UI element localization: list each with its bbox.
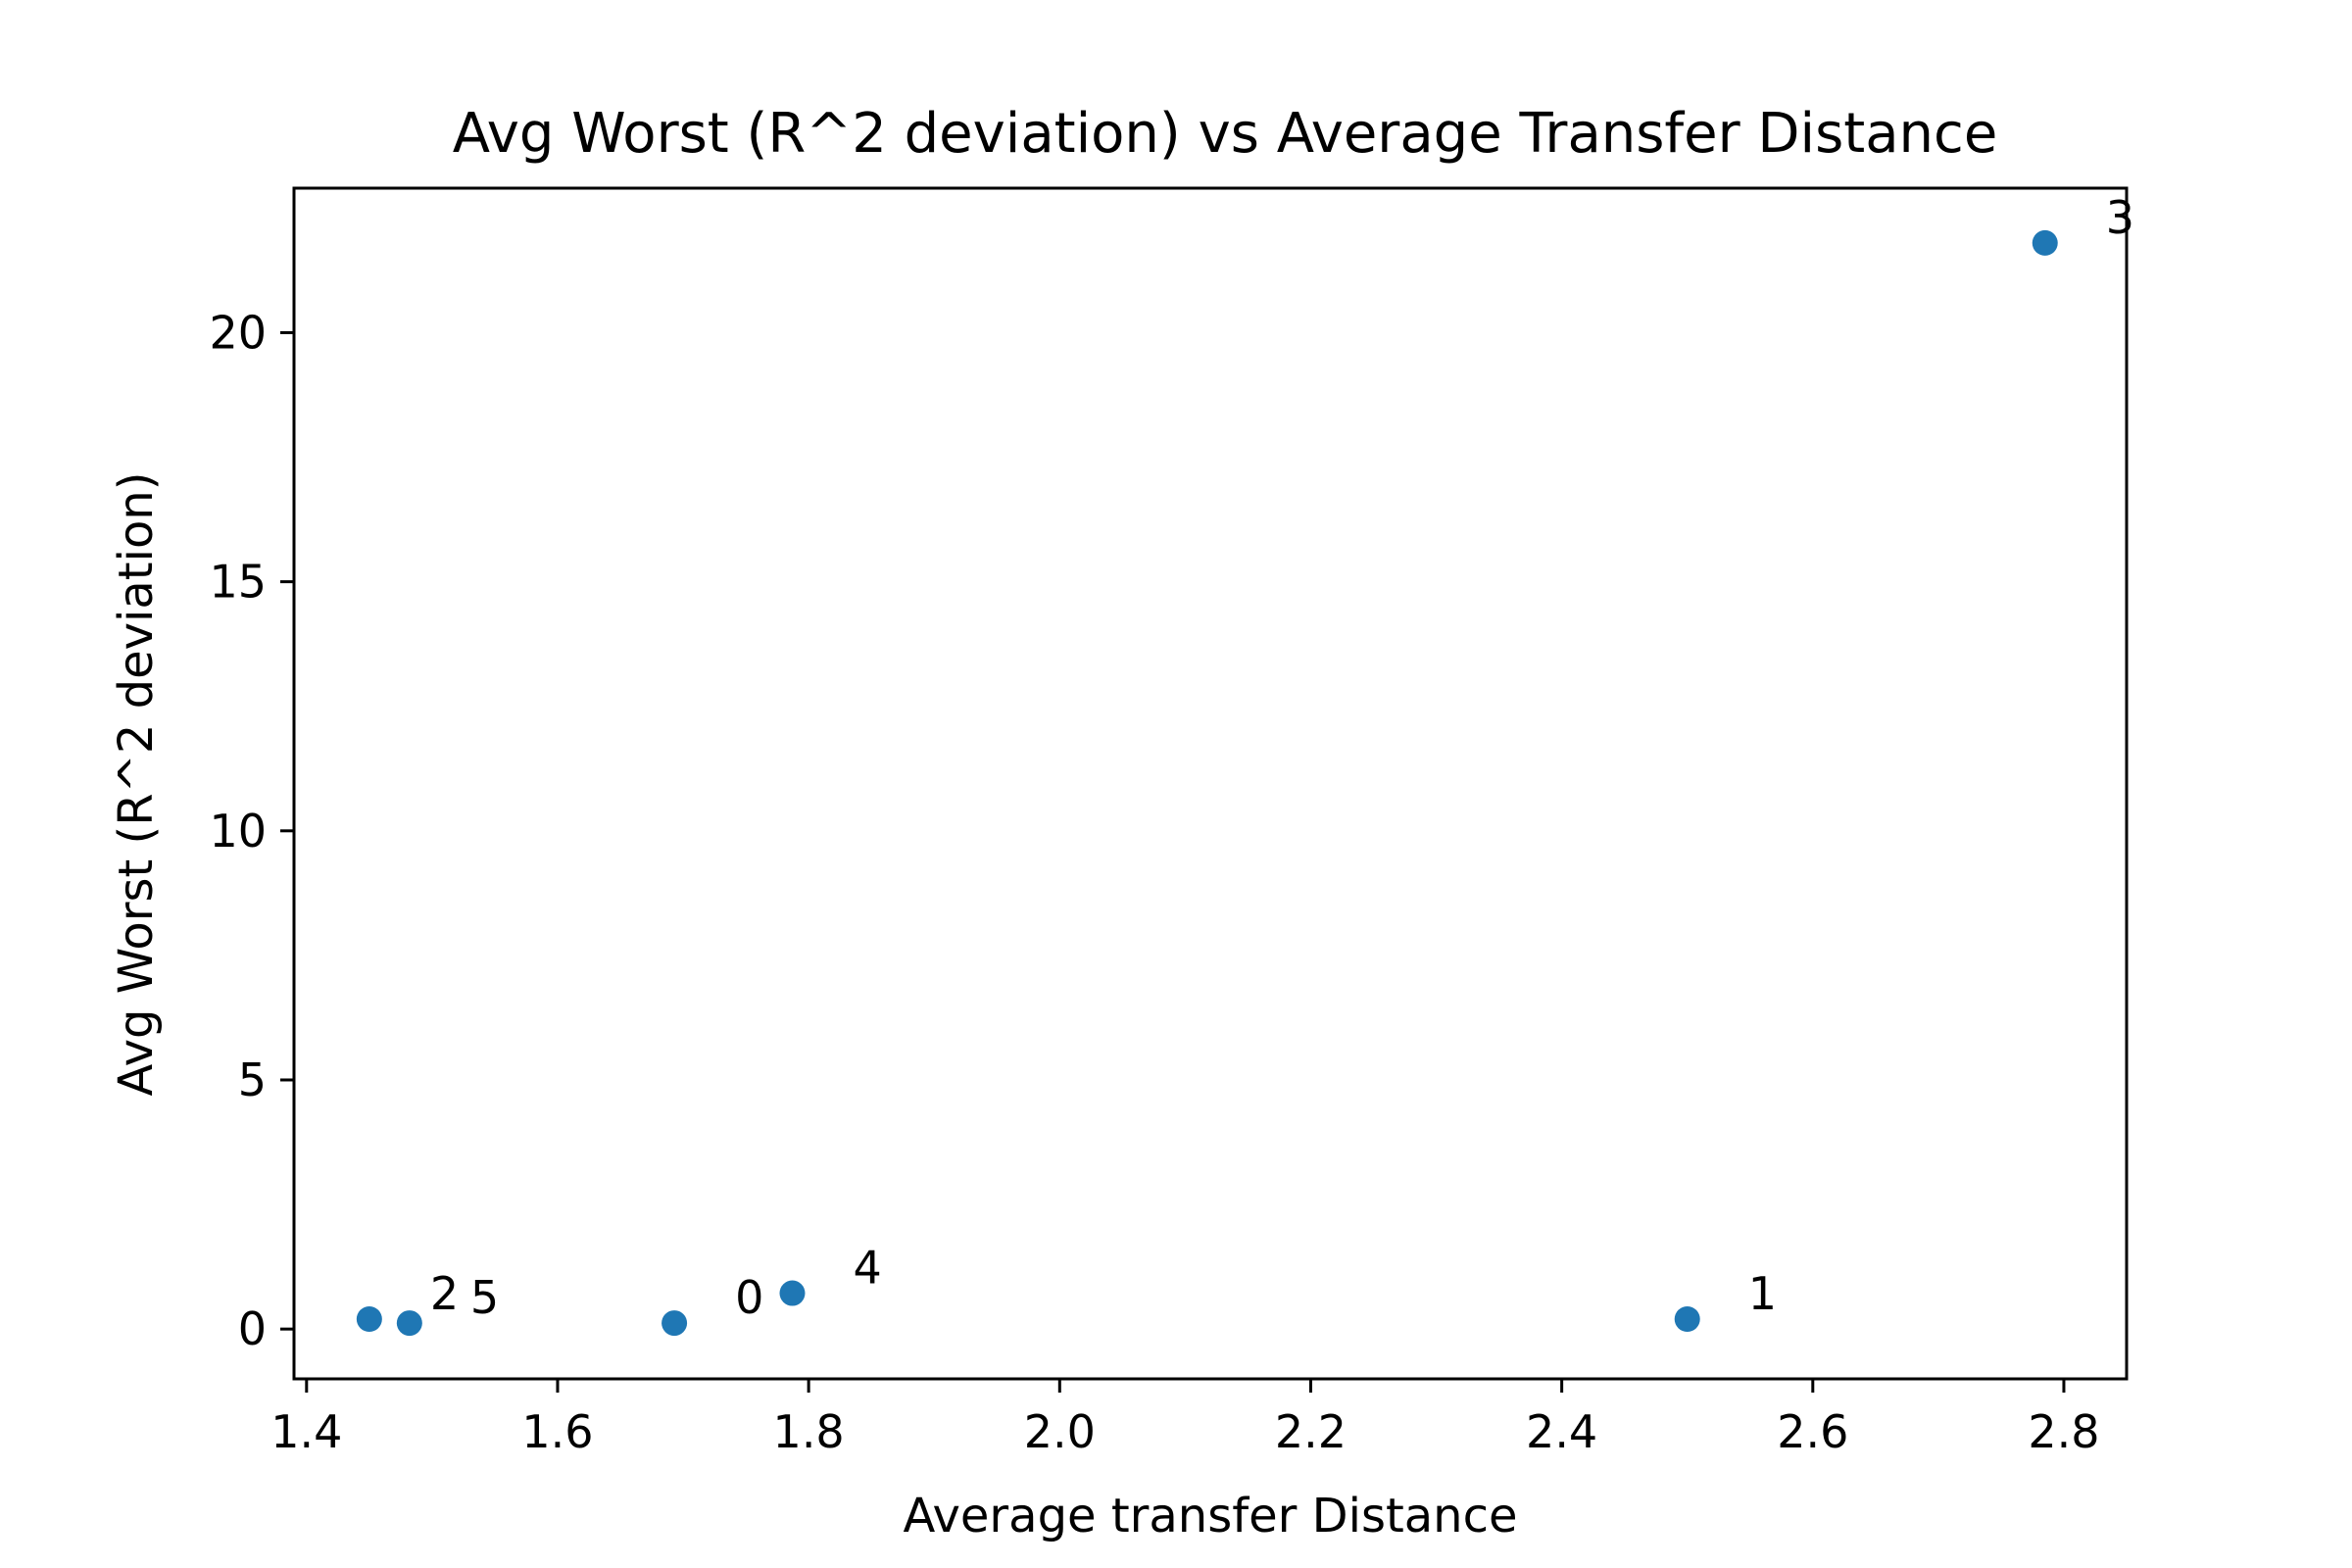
y-tick-label: 10 [209, 805, 267, 858]
x-tick-label: 1.4 [270, 1405, 342, 1458]
x-tick-label: 2.6 [1777, 1405, 1848, 1458]
y-axis-label: Avg Worst (R^2 deviation) [109, 472, 164, 1097]
x-tick-label: 2.2 [1275, 1405, 1347, 1458]
axes-frame [292, 186, 2129, 1381]
data-point [662, 1310, 688, 1337]
point-label: 5 [470, 1271, 499, 1324]
y-tick-label: 5 [238, 1054, 267, 1106]
point-label: 4 [853, 1242, 881, 1295]
point-label: 1 [1748, 1267, 1777, 1320]
y-tick-label: 15 [209, 556, 267, 609]
chart-title: Avg Worst (R^2 deviation) vs Average Tra… [453, 102, 1998, 166]
x-tick-label: 2.4 [1526, 1405, 1597, 1458]
data-point [779, 1280, 806, 1306]
point-label: 3 [2106, 191, 2134, 244]
x-axis-label: Average transfer Distance [903, 1489, 1517, 1544]
data-point [2032, 229, 2058, 256]
x-tick-label: 2.0 [1024, 1405, 1096, 1458]
point-label: 0 [735, 1271, 763, 1324]
point-label: 2 [430, 1267, 459, 1320]
y-tick-label: 20 [209, 306, 267, 359]
plot-area: 1.4 1.6 1.8 2.0 2.2 2.4 2.6 2.8 0 5 10 15 20 0 1 2 3 4 5 [209, 191, 2134, 1458]
x-tick-label: 1.8 [773, 1405, 845, 1458]
data-point [356, 1305, 382, 1332]
y-tick-label: 0 [238, 1302, 267, 1355]
data-point [396, 1310, 422, 1337]
x-tick-label: 2.8 [2028, 1405, 2099, 1458]
x-tick-label: 1.6 [521, 1405, 593, 1458]
data-point [1674, 1305, 1700, 1332]
